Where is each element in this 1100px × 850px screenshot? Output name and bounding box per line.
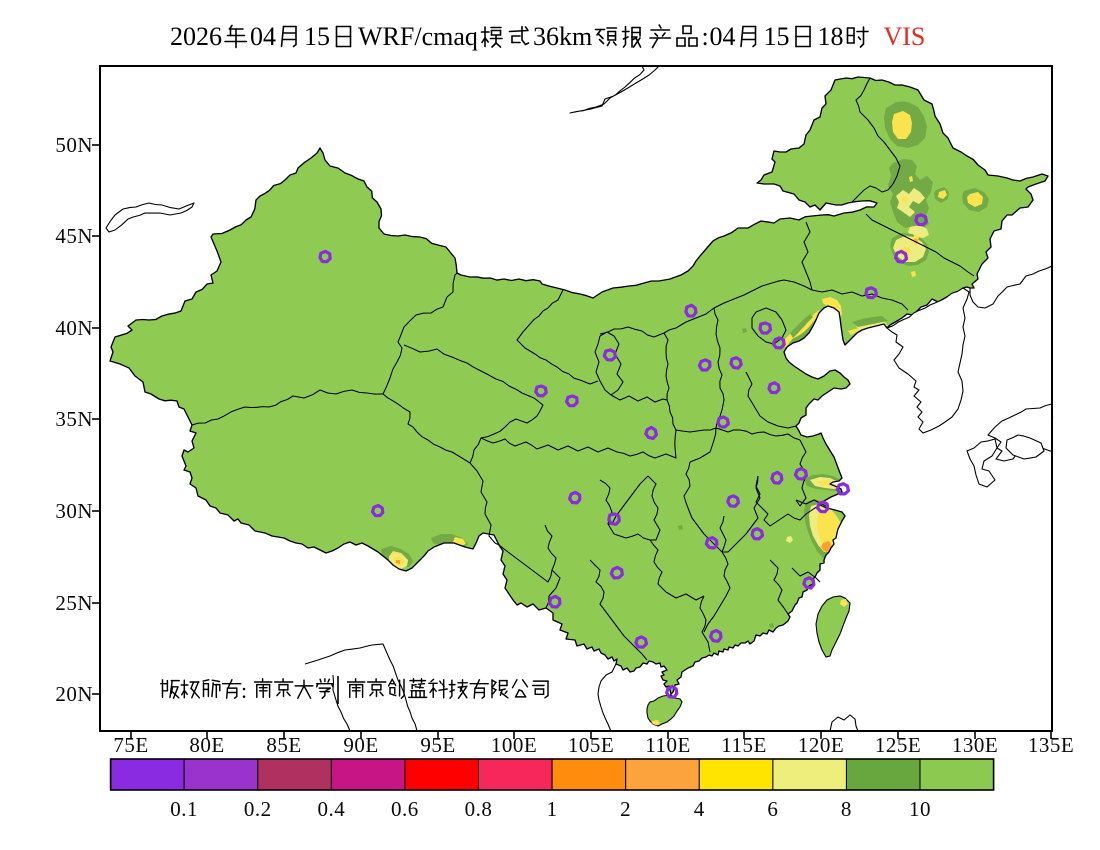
svg-text:135E: 135E — [1028, 733, 1074, 757]
svg-text:0.8: 0.8 — [465, 797, 493, 821]
svg-text:80E: 80E — [189, 733, 224, 757]
svg-text:WRF/cmaq: WRF/cmaq — [358, 22, 478, 51]
svg-text:25N: 25N — [55, 591, 93, 615]
svg-text:VIS: VIS — [884, 22, 926, 51]
svg-text:95E: 95E — [420, 733, 455, 757]
svg-text:04: 04 — [250, 22, 276, 51]
svg-text:125E: 125E — [875, 733, 921, 757]
svg-text:0.6: 0.6 — [391, 797, 419, 821]
svg-text:36km: 36km — [533, 22, 592, 51]
svg-text:1: 1 — [547, 797, 558, 821]
svg-text:10: 10 — [909, 797, 931, 821]
svg-text:8: 8 — [841, 797, 852, 821]
svg-text:105E: 105E — [568, 733, 614, 757]
svg-text:0.1: 0.1 — [170, 797, 198, 821]
svg-text:50N: 50N — [55, 133, 93, 157]
svg-text:120E: 120E — [798, 733, 844, 757]
svg-text:4: 4 — [694, 797, 705, 821]
svg-text:15: 15 — [304, 22, 330, 51]
svg-text:04: 04 — [710, 22, 736, 51]
svg-text:6: 6 — [767, 797, 778, 821]
svg-text:20N: 20N — [55, 682, 93, 706]
svg-text:0.4: 0.4 — [317, 797, 345, 821]
svg-text::: : — [241, 678, 247, 703]
svg-text:2: 2 — [620, 797, 631, 821]
svg-text:35N: 35N — [55, 407, 93, 431]
svg-text:18: 18 — [818, 22, 844, 51]
svg-text:100E: 100E — [491, 733, 537, 757]
svg-text:115E: 115E — [721, 733, 767, 757]
svg-text:0.2: 0.2 — [244, 797, 272, 821]
svg-text:130E: 130E — [952, 733, 998, 757]
svg-text:75E: 75E — [113, 733, 148, 757]
svg-text::: : — [702, 22, 709, 51]
svg-text:85E: 85E — [266, 733, 301, 757]
svg-text:15: 15 — [764, 22, 790, 51]
svg-text:2026: 2026 — [170, 22, 222, 51]
svg-text:40N: 40N — [55, 316, 93, 340]
svg-text:110E: 110E — [645, 733, 691, 757]
svg-text:30N: 30N — [55, 499, 93, 523]
svg-text:90E: 90E — [343, 733, 378, 757]
svg-text:45N: 45N — [55, 224, 93, 248]
